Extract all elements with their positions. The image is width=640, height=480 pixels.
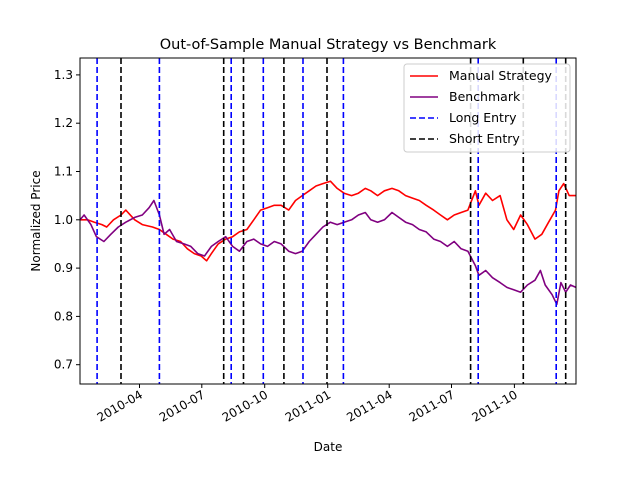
chart-title: Out-of-Sample Manual Strategy vs Benchma… (160, 37, 497, 53)
y-tick-label: 0.9 (54, 261, 73, 275)
series-line-manual-strategy (80, 180, 576, 262)
y-tick-label: 1.3 (54, 68, 73, 82)
x-axis-ticks: 2010-04 2010-07 2010-10 2011-01 2011-04 2011-… (95, 384, 520, 425)
x-axis-label: Date (314, 440, 343, 454)
x-tick-label: 2011-01 (283, 387, 333, 424)
legend-label-manual-strategy: Manual Strategy (449, 68, 553, 83)
legend: Manual Strategy Benchmark Long Entry Short … (403, 63, 571, 153)
y-tick-label: 0.7 (54, 358, 73, 372)
series-layer (80, 180, 576, 306)
series-line-benchmark (80, 199, 576, 306)
x-tick-label: 2011-07 (407, 387, 457, 424)
x-tick-label: 2010-04 (95, 387, 145, 424)
y-tick-label: 1.2 (54, 116, 73, 130)
y-tick-label: 1.1 (54, 165, 73, 179)
y-tick-label: 0.8 (54, 309, 73, 323)
x-tick-label: 2010-10 (220, 387, 270, 424)
x-tick-label: 2010-07 (157, 387, 207, 424)
y-axis-ticks: 0.7 0.8 0.9 1.0 1.1 1.2 1.3 (54, 68, 80, 372)
y-axis-label: Normalized Price (29, 170, 43, 271)
legend-label-benchmark: Benchmark (449, 89, 521, 104)
legend-box (403, 63, 571, 153)
x-tick-label: 2011-10 (469, 387, 519, 424)
legend-label-short-entry: Short Entry (449, 131, 520, 146)
legend-label-long-entry: Long Entry (449, 110, 517, 125)
y-tick-label: 1.0 (54, 213, 73, 227)
x-tick-label: 2011-04 (344, 387, 394, 424)
